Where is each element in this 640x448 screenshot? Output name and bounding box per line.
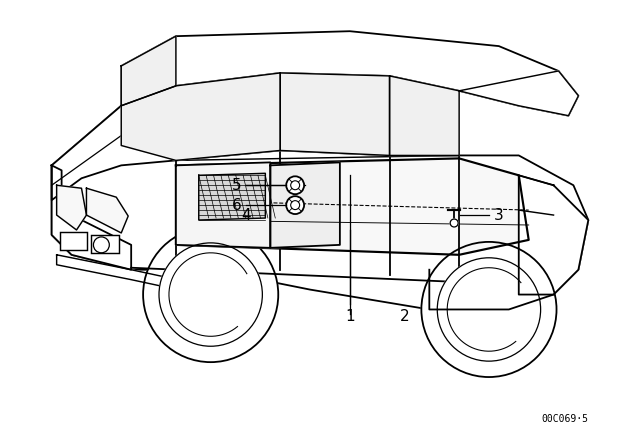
Polygon shape: [57, 185, 86, 230]
Circle shape: [93, 237, 109, 253]
Circle shape: [291, 181, 300, 190]
Circle shape: [291, 201, 300, 210]
Polygon shape: [390, 76, 459, 155]
Polygon shape: [121, 36, 176, 106]
Text: 00C069·5: 00C069·5: [541, 414, 588, 424]
Text: 1: 1: [345, 310, 355, 324]
Polygon shape: [52, 106, 588, 310]
Polygon shape: [176, 159, 529, 255]
Polygon shape: [199, 173, 266, 220]
Circle shape: [143, 227, 278, 362]
Polygon shape: [121, 31, 579, 116]
Bar: [92, 235, 119, 253]
Polygon shape: [270, 162, 340, 248]
Circle shape: [421, 242, 557, 377]
Polygon shape: [57, 255, 201, 294]
Text: 5: 5: [232, 178, 241, 193]
Polygon shape: [52, 165, 131, 270]
Polygon shape: [280, 73, 390, 155]
Circle shape: [159, 243, 262, 346]
Polygon shape: [519, 175, 588, 294]
Polygon shape: [52, 86, 176, 200]
Polygon shape: [121, 73, 280, 160]
Text: 2: 2: [399, 310, 410, 324]
Polygon shape: [176, 162, 270, 248]
Circle shape: [450, 219, 458, 227]
Text: 3: 3: [494, 207, 504, 223]
Polygon shape: [86, 188, 128, 233]
Text: 4: 4: [242, 207, 252, 223]
Circle shape: [286, 196, 304, 214]
Circle shape: [437, 258, 541, 361]
Bar: [60, 232, 88, 250]
Polygon shape: [459, 71, 579, 116]
Circle shape: [286, 177, 304, 194]
Text: 6: 6: [232, 198, 241, 213]
